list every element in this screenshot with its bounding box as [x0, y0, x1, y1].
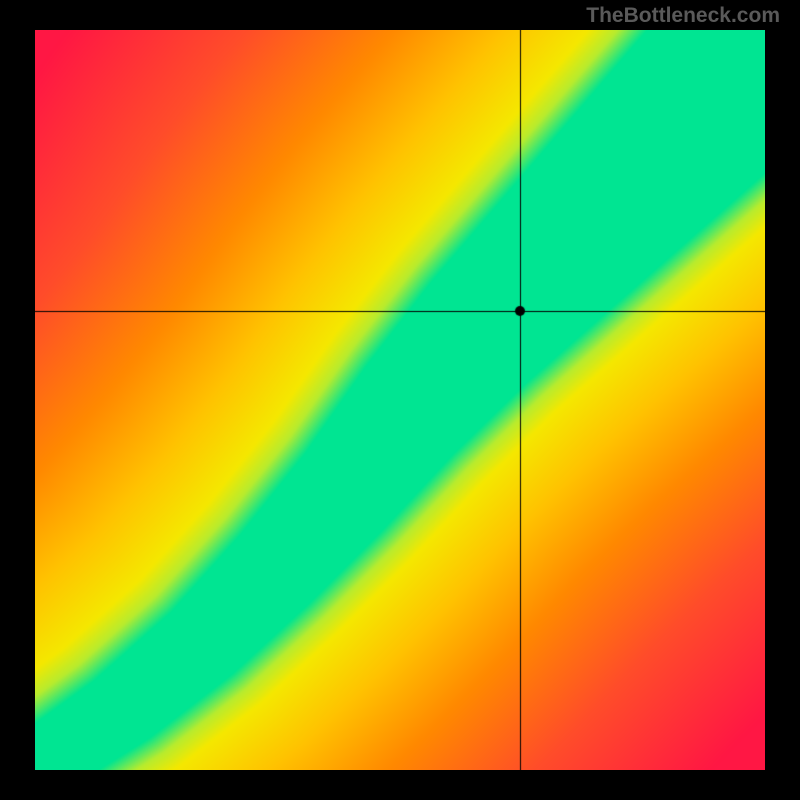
plot-area: [35, 30, 765, 770]
watermark-text: TheBottleneck.com: [586, 4, 780, 28]
heatmap-canvas: [35, 30, 765, 770]
chart-container: TheBottleneck.com: [0, 0, 800, 800]
